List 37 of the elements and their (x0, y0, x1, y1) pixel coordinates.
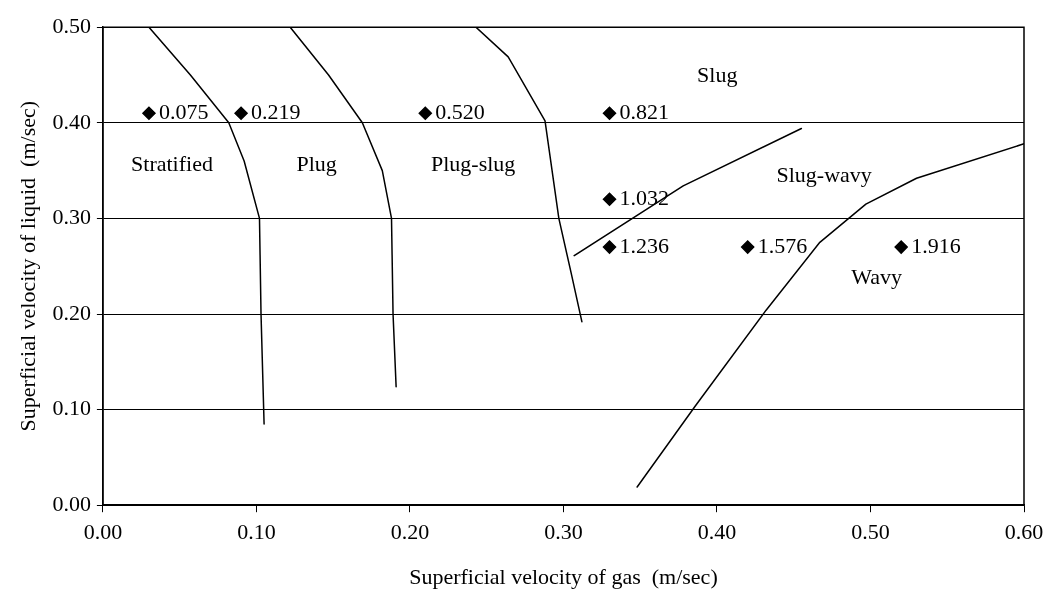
y-tick-label: 0.30 (52, 204, 91, 230)
x-tick-label: 0.40 (697, 519, 737, 545)
point (602, 240, 617, 254)
y-tick-label: 0.00 (52, 490, 91, 516)
annotation: 0.520 (435, 99, 485, 125)
annotation: 0.075 (158, 99, 209, 125)
point (418, 106, 433, 120)
y-tick-label: 0.50 (52, 12, 91, 38)
point (602, 192, 617, 207)
y-tick-label: 0.40 (52, 108, 91, 134)
annotation: 1.576 (757, 232, 808, 258)
annotation: Plug (296, 150, 337, 176)
annotation: Wavy (851, 264, 903, 290)
x-tick-label: 0.60 (1004, 519, 1044, 545)
y-tick-label: 0.10 (52, 395, 91, 421)
point (894, 240, 908, 254)
point (740, 240, 755, 254)
annotation: 0.219 (251, 99, 301, 125)
annotation: 1.236 (619, 232, 670, 258)
annotation: 1.916 (911, 232, 961, 258)
x-tick-label: 0.50 (851, 519, 890, 545)
x-tick-label: 0.10 (237, 519, 276, 545)
x-tick-label: 0.00 (83, 519, 123, 545)
point (602, 106, 617, 120)
annotation: Slug-wavy (776, 162, 872, 188)
annotation: Slug (697, 61, 738, 87)
point (142, 106, 156, 120)
x-tick-label: 0.30 (544, 519, 583, 545)
x-axis-title: Superficial velocity of gas (m/sec) (409, 563, 718, 589)
annotation: Stratified (131, 150, 213, 176)
annotation: 1.032 (619, 185, 670, 211)
x-tick-label: 0.20 (390, 519, 430, 545)
point (234, 106, 248, 120)
annotation: 0.821 (619, 99, 670, 125)
annotation: Plug-slug (431, 150, 516, 176)
y-axis-title: Superficial velocity of liquid (m/sec) (14, 100, 40, 432)
y-tick-label: 0.20 (52, 299, 91, 325)
